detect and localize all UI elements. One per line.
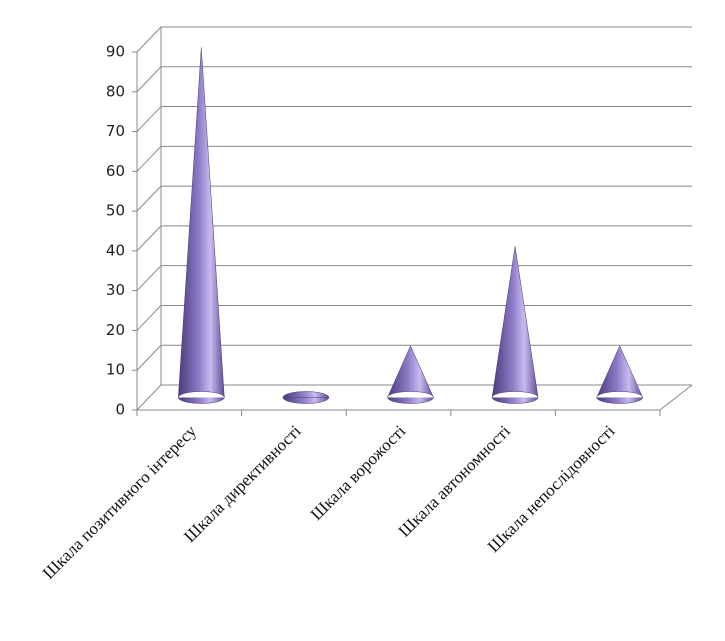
floor-right — [659, 384, 693, 411]
y-tick-label: 30 — [106, 281, 125, 299]
grid-line — [136, 66, 162, 93]
y-tick-label: 40 — [106, 241, 125, 259]
grid-line — [136, 225, 162, 252]
x-tick-label: Шкала директивності — [180, 421, 305, 546]
y-tick-label: 60 — [106, 162, 125, 180]
y-tick-label: 90 — [106, 43, 125, 61]
cone — [178, 47, 225, 404]
grid-line — [136, 145, 162, 172]
x-tick-label: Шкала автономності — [395, 421, 515, 541]
x-tick-label: Шкала позитивного інтересу — [39, 421, 201, 583]
x-tick-label: Шкала ворожості — [307, 421, 410, 524]
y-tick-label: 0 — [115, 401, 125, 419]
grid-line — [136, 305, 162, 331]
y-tick-label: 50 — [106, 202, 125, 220]
grid-line — [136, 106, 162, 132]
y-tick-label: 20 — [106, 321, 125, 339]
y-tick-label: 10 — [106, 361, 125, 379]
grid-line — [136, 265, 162, 292]
cone — [387, 345, 434, 404]
cone — [491, 246, 539, 404]
cone — [596, 345, 643, 404]
cone — [282, 391, 330, 404]
y-tick-label: 80 — [106, 82, 125, 100]
grid-line — [136, 344, 162, 371]
grid-line — [136, 185, 162, 212]
grid-line — [136, 26, 162, 53]
grid-line — [136, 384, 162, 411]
y-tick-label: 70 — [106, 122, 125, 140]
